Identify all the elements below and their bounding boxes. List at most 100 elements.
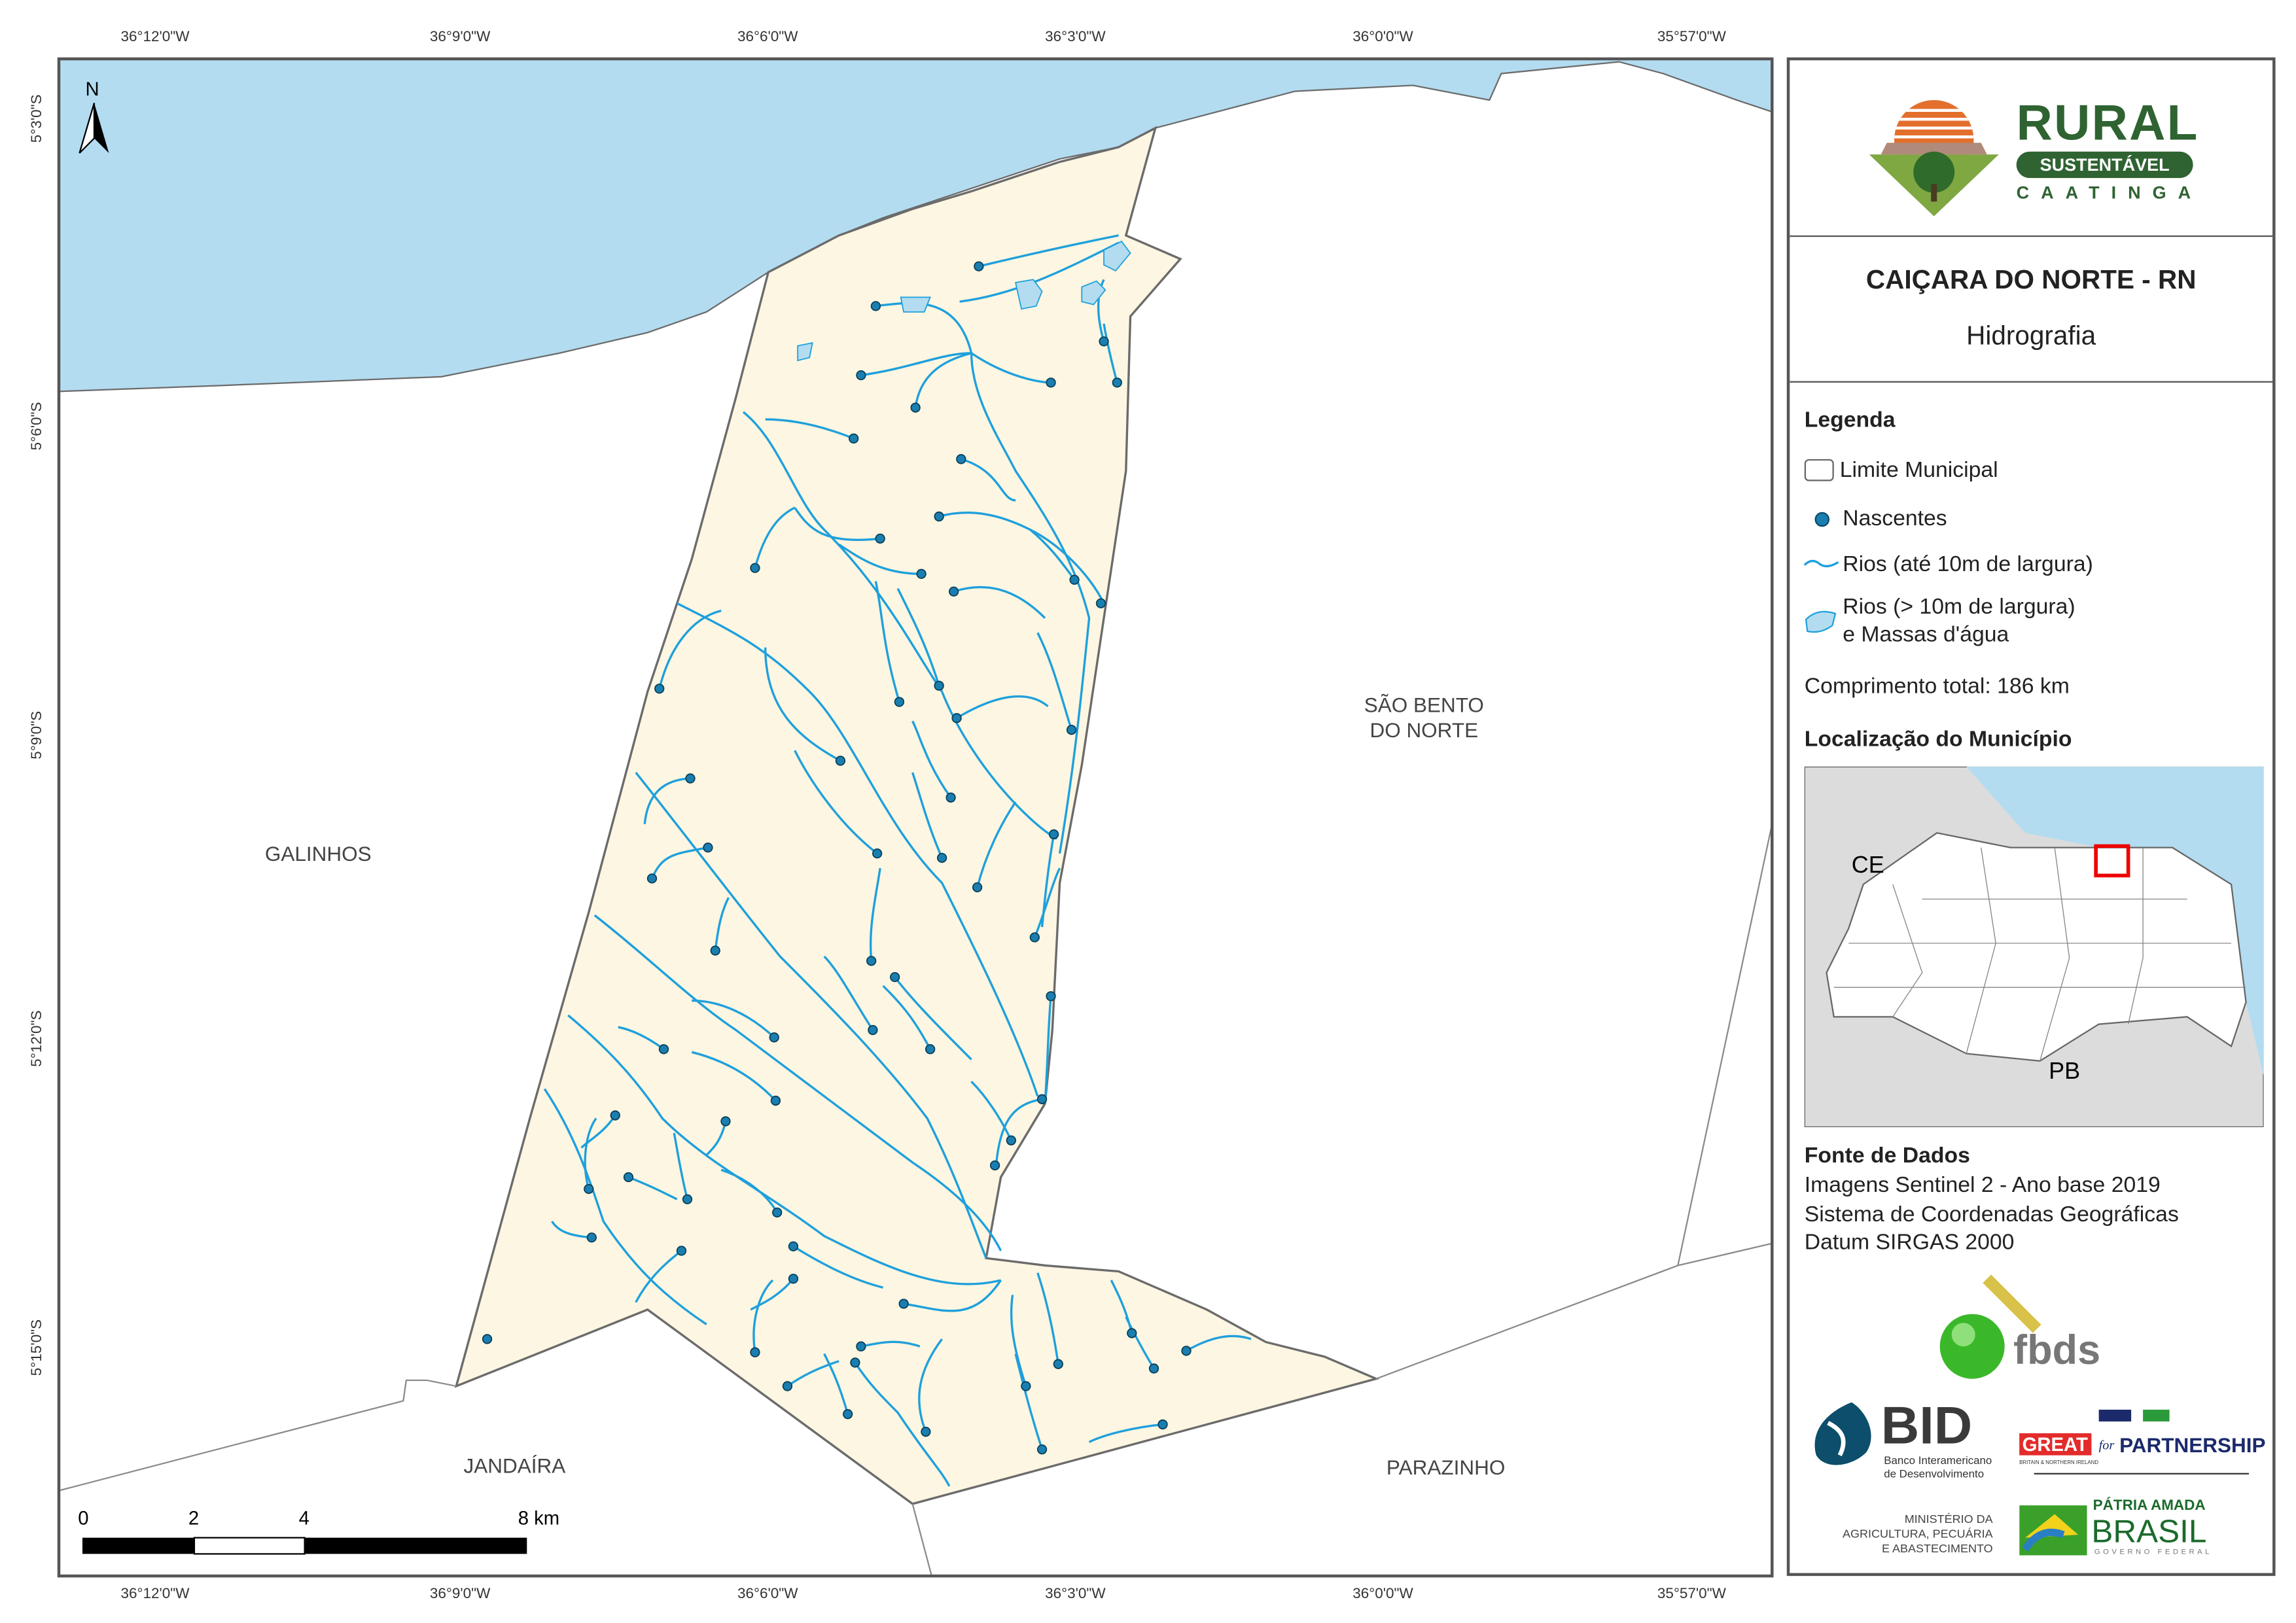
river [882,985,932,1050]
river [691,1051,777,1102]
bottom-tick: 36°12'0"W [120,1586,190,1603]
spring-point [610,1110,620,1121]
river [794,507,881,541]
divider [1790,235,2273,237]
location-heading: Localização do Município [1804,727,2072,752]
spring-point [1095,598,1106,608]
river [673,1132,689,1200]
river [786,1360,839,1387]
spring-point [1099,336,1109,347]
spring-point [788,1241,799,1251]
bottom-tick: 36°9'0"W [429,1586,491,1603]
river [593,914,1002,1251]
bid-logo-icon [1814,1402,1871,1465]
river [720,1168,779,1213]
water-bodies [797,240,1131,362]
spring-point [1157,1419,1168,1430]
place-jandaira: JANDAÍRA [463,1454,566,1478]
river [543,1088,707,1325]
river [854,1362,951,1487]
spring-point [1148,1363,1159,1374]
river [903,1280,1002,1312]
river [1103,323,1118,383]
spring-point [875,533,885,544]
brazil-flag-icon [2143,1409,2170,1422]
top-tick: 36°0'0"W [1352,29,1413,46]
bottom-tick: 36°6'0"W [737,1586,798,1603]
river [956,695,1049,720]
river [635,1249,682,1303]
spring-point [1036,1094,1048,1104]
map-subtitle: Hidrografia [1966,321,2096,351]
bottom-tick: 36°3'0"W [1045,1586,1106,1603]
scale-label: 8 km [518,1508,559,1529]
spring-point [945,792,956,803]
river [676,602,1039,1097]
map-canvas[interactable]: N 0 2 4 8 km [0,0,1781,1589]
top-tick: 36°6'0"W [737,29,798,46]
river [911,772,944,859]
river [860,1340,921,1348]
spring-point [850,1357,860,1368]
place-galinhos: GALINHOS [264,841,372,865]
great-logo: GREAT [2019,1433,2091,1456]
river [959,241,1120,303]
river [1010,1295,1027,1387]
river [618,1026,665,1051]
spring-point [1181,1346,1192,1356]
spring-point [1036,1444,1048,1455]
bid-sub: Banco Interamericano [1884,1454,1992,1467]
river [754,506,796,568]
scale-bar [82,1537,527,1555]
river [627,1176,678,1200]
top-tick: 36°12'0"W [120,29,190,46]
river [823,1353,849,1415]
scale-label: 0 [78,1508,88,1529]
river [1044,996,1052,1104]
river [792,1245,884,1289]
spring-point [654,684,665,694]
neighbor-boundaries [58,824,1773,1577]
legend-panel: RURAL SUSTENTÁVEL CAATINGA CAIÇARA DO NO… [1786,57,2276,1577]
total-length: Comprimento total: 186 km [1804,674,2070,699]
bottom-tick: 35°57'0"W [1657,1586,1726,1603]
patria-amada: PÁTRIA AMADA [2093,1497,2206,1514]
spring-point [910,402,921,413]
water-body-swatch-icon [1805,610,1837,633]
legend-item: Rios (> 10m de largura) [1843,594,2075,620]
top-tick: 35°57'0"W [1657,29,1726,46]
river [714,897,730,951]
great-partnership: PARTNERSHIP [2119,1433,2266,1457]
river [1036,632,1073,731]
uk-flag-icon [2098,1409,2132,1422]
river [896,588,940,686]
river [580,1115,616,1149]
scale-label: 4 [299,1508,309,1529]
legend-item: Nascentes [1843,506,1947,532]
inset-label-ce: CE [1852,851,1884,878]
logo-rural: RURAL [2016,96,2199,152]
spring-point [772,1207,783,1218]
spring-point [482,1334,493,1344]
map-title: CAIÇARA DO NORTE - RN [1790,265,2272,296]
bid-logo-text: BID [1881,1395,1973,1456]
spring-point [849,433,859,444]
river [874,581,901,703]
spring-point [934,511,944,522]
spring-point [1069,574,1080,585]
bottom-tick: 36°0'0"W [1352,1586,1413,1603]
spring-point [856,1341,866,1352]
place-sao-bento-do-norte: SÃO BENTO DO NORTE [1347,693,1501,742]
spring-point [623,1172,634,1183]
river [823,955,874,1031]
spring-point [889,971,900,983]
spring-point [586,1232,597,1243]
spring-point [974,261,984,271]
spring-point [1112,377,1122,388]
river [976,801,1017,888]
north-label: N [85,79,99,100]
river [658,609,722,689]
spring-point [1021,1381,1031,1391]
spring-point [1066,725,1077,735]
scale-label: 2 [188,1508,199,1529]
